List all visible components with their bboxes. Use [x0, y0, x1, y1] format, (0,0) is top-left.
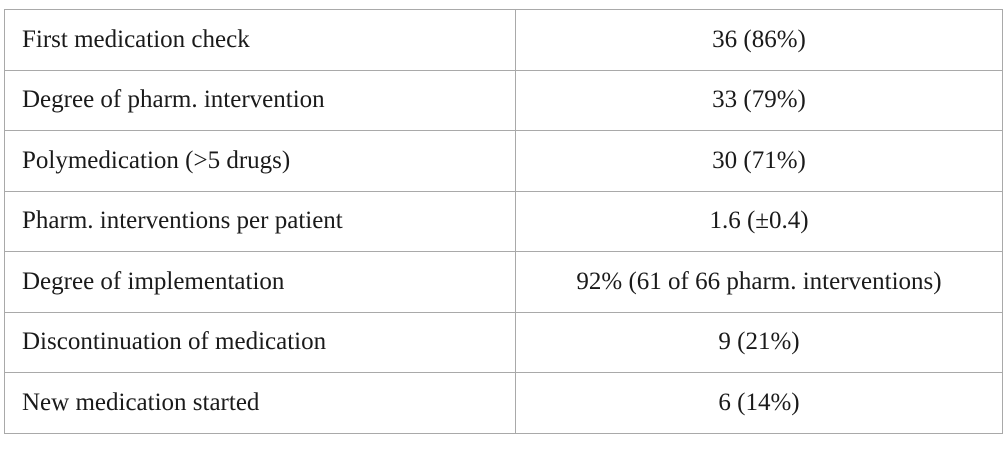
row-label: Pharm. interventions per patient	[4, 190, 516, 252]
row-label: Discontinuation of medication	[4, 311, 516, 373]
row-value: 6 (14%)	[515, 372, 1003, 434]
row-label: Polymedication (>5 drugs)	[4, 130, 516, 192]
table-row: First medication check 36 (86%)	[4, 9, 1003, 71]
row-value: 30 (71%)	[515, 130, 1003, 192]
table-row: Degree of implementation 92% (61 of 66 p…	[4, 251, 1003, 313]
row-label: New medication started	[4, 372, 516, 434]
table-row: Pharm. interventions per patient 1.6 (±0…	[4, 190, 1003, 252]
row-label: Degree of implementation	[4, 251, 516, 313]
row-value: 92% (61 of 66 pharm. interventions)	[515, 251, 1003, 313]
row-label: First medication check	[4, 9, 516, 71]
row-value: 36 (86%)	[515, 9, 1003, 71]
table-row: Discontinuation of medication 9 (21%)	[4, 311, 1003, 373]
results-table: First medication check 36 (86%) Degree o…	[4, 9, 1003, 434]
table-row: Polymedication (>5 drugs) 30 (71%)	[4, 130, 1003, 192]
results-table-container: First medication check 36 (86%) Degree o…	[4, 9, 1003, 434]
table-row: New medication started 6 (14%)	[4, 372, 1003, 434]
table-row: Degree of pharm. intervention 33 (79%)	[4, 69, 1003, 131]
row-label: Degree of pharm. intervention	[4, 69, 516, 131]
row-value: 33 (79%)	[515, 69, 1003, 131]
row-value: 1.6 (±0.4)	[515, 190, 1003, 252]
row-value: 9 (21%)	[515, 311, 1003, 373]
